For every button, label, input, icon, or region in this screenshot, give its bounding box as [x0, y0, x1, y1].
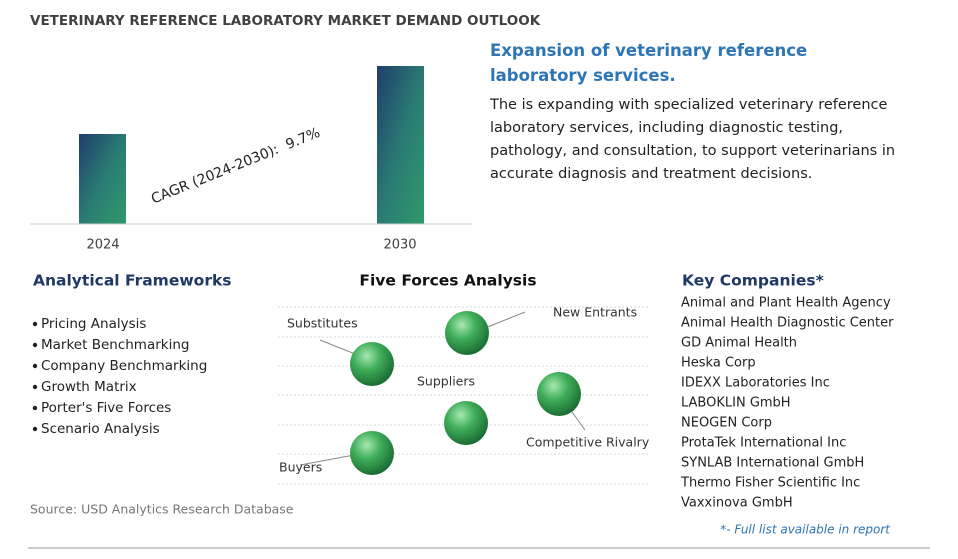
- force-label: Buyers: [279, 460, 322, 475]
- company-item: NEOGEN Corp: [681, 416, 772, 431]
- bullet: [32, 363, 38, 369]
- force-sphere: [350, 431, 394, 475]
- company-item: GD Animal Health: [681, 336, 797, 351]
- bar-2030: [377, 66, 424, 224]
- bullet: [32, 384, 38, 390]
- companies-note: *- Full list available in report: [720, 523, 891, 537]
- year-label: 2030: [383, 238, 416, 253]
- frameworks-heading: Analytical Frameworks: [33, 272, 232, 290]
- force-label: Competitive Rivalry: [526, 435, 650, 450]
- framework-item: Growth Matrix: [41, 379, 137, 395]
- force-sphere: [444, 401, 488, 445]
- source: Source: USD Analytics Research Database: [30, 502, 294, 517]
- company-item: IDEXX Laboratories Inc: [681, 376, 830, 391]
- title: VETERINARY REFERENCE LABORATORY MARKET D…: [30, 13, 541, 29]
- company-item: Heska Corp: [681, 356, 756, 371]
- company-item: Thermo Fisher Scientific Inc: [680, 476, 860, 491]
- bullet: [32, 342, 38, 348]
- framework-item: Porter's Five Forces: [41, 400, 171, 416]
- company-item: LABOKLIN GmbH: [681, 396, 791, 411]
- force-sphere: [350, 342, 394, 386]
- bullet: [32, 405, 38, 411]
- companies-heading: Key Companies*: [682, 272, 824, 290]
- force-label: Substitutes: [287, 316, 358, 331]
- cagr-value: 9.7%: [283, 125, 322, 153]
- force-sphere: [445, 311, 489, 355]
- summary-body: The is expanding with specialized veteri…: [490, 97, 896, 182]
- bullet: [32, 426, 38, 432]
- framework-item: Market Benchmarking: [41, 337, 189, 353]
- cagr-label: CAGR (2024-2030):: [149, 142, 281, 208]
- force-label: Suppliers: [417, 374, 475, 389]
- framework-item: Scenario Analysis: [41, 421, 160, 437]
- summary-heading: Expansion of veterinary reference labora…: [490, 41, 808, 85]
- forces-heading: Five Forces Analysis: [359, 272, 536, 290]
- company-item: Vaxxinova GmbH: [681, 496, 793, 511]
- company-item: Animal Health Diagnostic Center: [681, 316, 894, 331]
- bullet: [32, 321, 38, 327]
- year-label: 2024: [86, 238, 119, 253]
- force-label: New Entrants: [553, 305, 637, 320]
- company-item: Animal and Plant Health Agency: [681, 296, 891, 311]
- company-item: ProtaTek International Inc: [681, 436, 846, 451]
- framework-item: Company Benchmarking: [41, 358, 207, 374]
- bar-2024: [79, 134, 126, 224]
- framework-item: Pricing Analysis: [41, 316, 146, 332]
- company-item: SYNLAB International GmbH: [681, 456, 864, 471]
- force-sphere: [537, 372, 581, 416]
